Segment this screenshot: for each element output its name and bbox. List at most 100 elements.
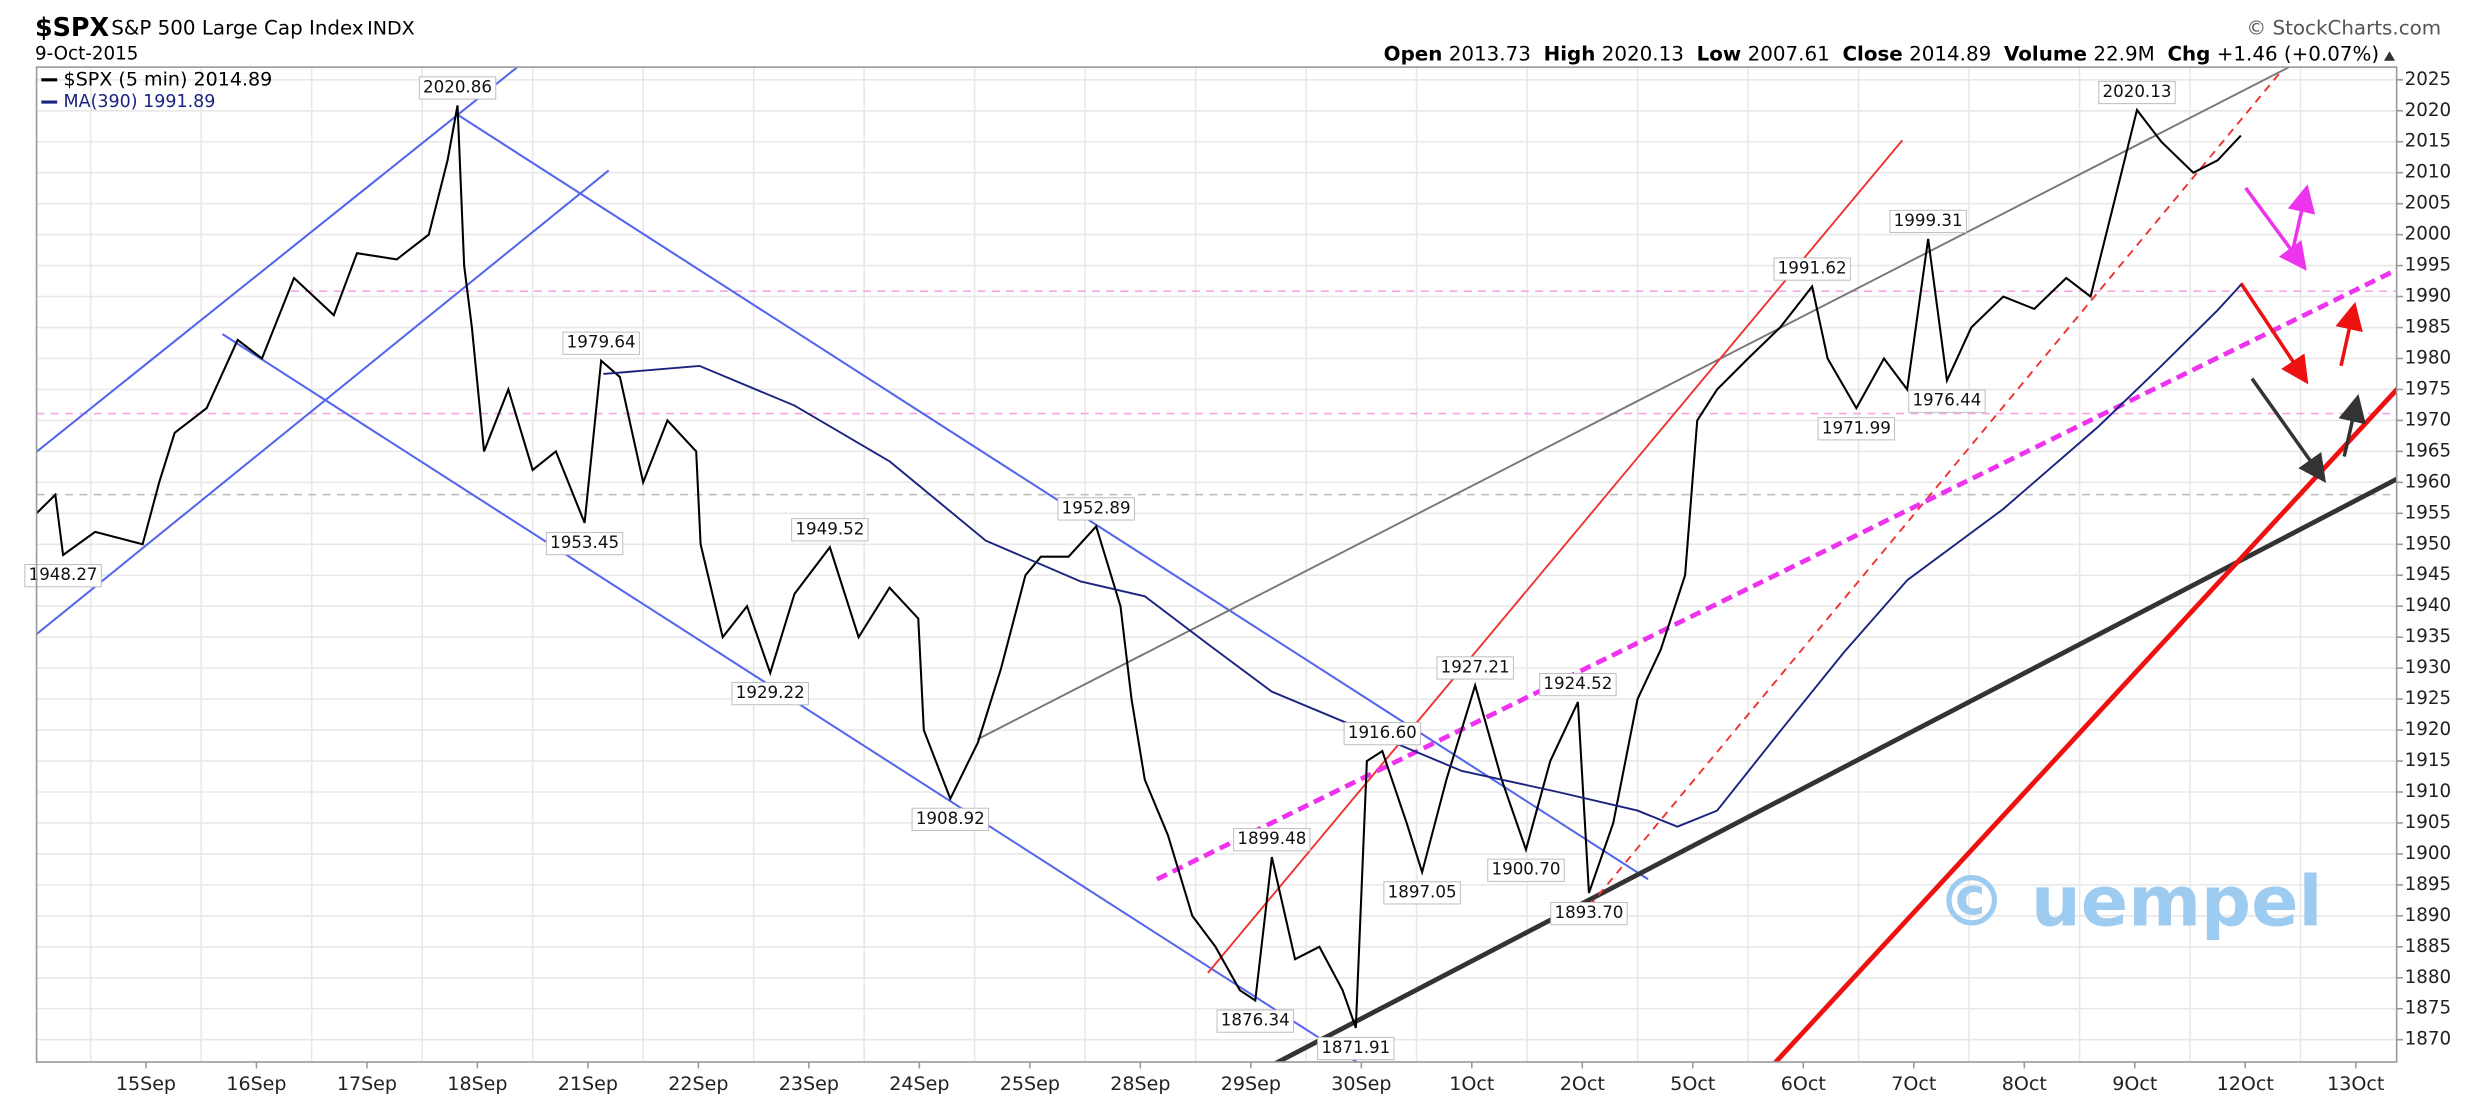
value-label: 1929.22 xyxy=(736,683,805,702)
value-label: 1908.92 xyxy=(916,809,985,828)
value-label-box xyxy=(1057,497,1135,521)
x-tick-label: 5Oct xyxy=(1670,1073,1716,1095)
value-label: 1916.60 xyxy=(1348,723,1417,742)
ohlc-value: 2013.73 xyxy=(1449,42,1531,65)
y-tick-label: 1890 xyxy=(2405,905,2452,926)
series xyxy=(36,105,2242,1029)
y-tick-label: 1920 xyxy=(2405,719,2452,740)
value-label-box xyxy=(1343,722,1422,746)
trend-line xyxy=(976,67,2292,741)
y-tick-label: 1935 xyxy=(2405,626,2452,647)
y-tick-label: 2020 xyxy=(2405,100,2452,121)
exchange: INDX xyxy=(367,17,415,39)
up-triangle xyxy=(2383,51,2396,61)
y-tick-label: 1975 xyxy=(2405,378,2452,399)
y-tick-label: 1950 xyxy=(2405,533,2452,554)
value-label-box xyxy=(911,807,990,831)
value-label-box xyxy=(1487,858,1565,882)
y-tick-label: 1905 xyxy=(2405,812,2452,833)
x-tick-label: 23Sep xyxy=(779,1073,839,1095)
ohlc-value: 22.9M xyxy=(2093,42,2154,65)
x-tick-label: 17Sep xyxy=(337,1073,397,1095)
annotations xyxy=(36,67,2397,1063)
arrow xyxy=(2338,394,2366,457)
ohlc-value: 2007.61 xyxy=(1748,42,1830,65)
y-tick-label: 2015 xyxy=(2405,131,2452,152)
chart-date: 9-Oct-2015 xyxy=(35,43,138,64)
y-tick-label: 2010 xyxy=(2405,162,2452,183)
symbol: $SPX xyxy=(35,12,110,42)
value-label: 2020.86 xyxy=(423,77,492,96)
value-labels: 1948.27 2020.86 1953.45 1979.64 1929.22 1949.… xyxy=(24,76,2176,1061)
value-label: 1897.05 xyxy=(1388,882,1457,901)
y-tick-label: 1980 xyxy=(2405,347,2452,368)
x-tick-label: 12Oct xyxy=(2217,1073,2275,1095)
y-tick-label: 1885 xyxy=(2405,936,2452,957)
price-line xyxy=(36,105,2242,1029)
grid xyxy=(36,67,2403,1069)
y-tick-label: 2025 xyxy=(2405,69,2452,90)
watermark: © uempel xyxy=(1937,861,2323,942)
ohlc-label: Chg xyxy=(2167,42,2210,65)
value-label-box xyxy=(1436,656,1514,680)
ohlc-value: 2014.89 xyxy=(1909,42,1991,65)
value-label-box xyxy=(1233,828,1311,852)
y-tick-label: 1925 xyxy=(2405,688,2452,709)
arrow xyxy=(2335,301,2363,367)
x-tick-label: 18Sep xyxy=(447,1073,507,1095)
ohlc-label: Low xyxy=(1697,42,1742,65)
x-tick-label: 16Sep xyxy=(226,1073,286,1095)
value-label: 1971.99 xyxy=(1822,418,1891,437)
x-tick-label: 25Sep xyxy=(1000,1073,1060,1095)
x-tick-label: 9Oct xyxy=(2112,1073,2158,1095)
x-tick-label: 22Sep xyxy=(668,1073,728,1095)
channel-line xyxy=(457,113,1649,881)
value-label-box xyxy=(1908,389,1986,413)
value-label: 1979.64 xyxy=(567,333,636,352)
value-label-box xyxy=(791,518,869,542)
x-tick-label: 1Oct xyxy=(1449,1073,1495,1095)
value-label: 1976.44 xyxy=(1912,391,1981,410)
value-label: 1949.52 xyxy=(795,519,864,538)
x-tick-label: 21Sep xyxy=(558,1073,618,1095)
y-tick-label: 1940 xyxy=(2405,595,2452,616)
y-tick-label: 1985 xyxy=(2405,317,2452,338)
x-tick-label: 15Sep xyxy=(116,1073,176,1095)
y-tick-label: 1900 xyxy=(2405,843,2452,864)
value-label: 1871.91 xyxy=(1321,1038,1390,1057)
value-label: 1948.27 xyxy=(29,565,98,584)
value-label-box xyxy=(1383,881,1461,905)
value-label-box xyxy=(1889,209,1967,234)
price-line xyxy=(603,284,2242,828)
x-tick-label: 30Sep xyxy=(1331,1073,1391,1095)
trend-line xyxy=(1588,71,2282,907)
ohlc-value: 2020.13 xyxy=(1602,42,1684,65)
arrow xyxy=(2250,377,2326,483)
y-tick-label: 1990 xyxy=(2405,286,2452,307)
x-tick-label: 13Oct xyxy=(2327,1073,2385,1095)
value-label: 1876.34 xyxy=(1221,1011,1290,1030)
y-tick-label: 1880 xyxy=(2405,967,2452,988)
value-label-box xyxy=(1539,672,1617,697)
value-label-box xyxy=(731,682,809,706)
value-label: 1893.70 xyxy=(1554,903,1623,922)
channel-line xyxy=(36,67,519,454)
value-label: 1900.70 xyxy=(1491,860,1560,879)
x-tick-label: 28Sep xyxy=(1110,1073,1170,1095)
value-label: 2020.13 xyxy=(2103,82,2172,101)
y-tick-label: 1930 xyxy=(2405,657,2452,678)
value-label-box xyxy=(1216,1009,1294,1033)
trend-line xyxy=(1155,267,2397,882)
value-label-box xyxy=(2098,80,2176,105)
x-tick-label: 29Sep xyxy=(1221,1073,1281,1095)
arrows xyxy=(2239,184,2366,483)
ohlc-row: Open 2013.73 High 2020.13 Low 2007.61 Close 201… xyxy=(1384,42,2379,65)
value-label-box xyxy=(24,564,102,588)
ohlc-label: High xyxy=(1544,42,1596,65)
ohlc-label: Close xyxy=(1842,42,1902,65)
x-tick-label: 6Oct xyxy=(1781,1073,1827,1095)
y-tick-label: 2005 xyxy=(2405,193,2452,214)
y-tick-label: 1955 xyxy=(2405,502,2452,523)
